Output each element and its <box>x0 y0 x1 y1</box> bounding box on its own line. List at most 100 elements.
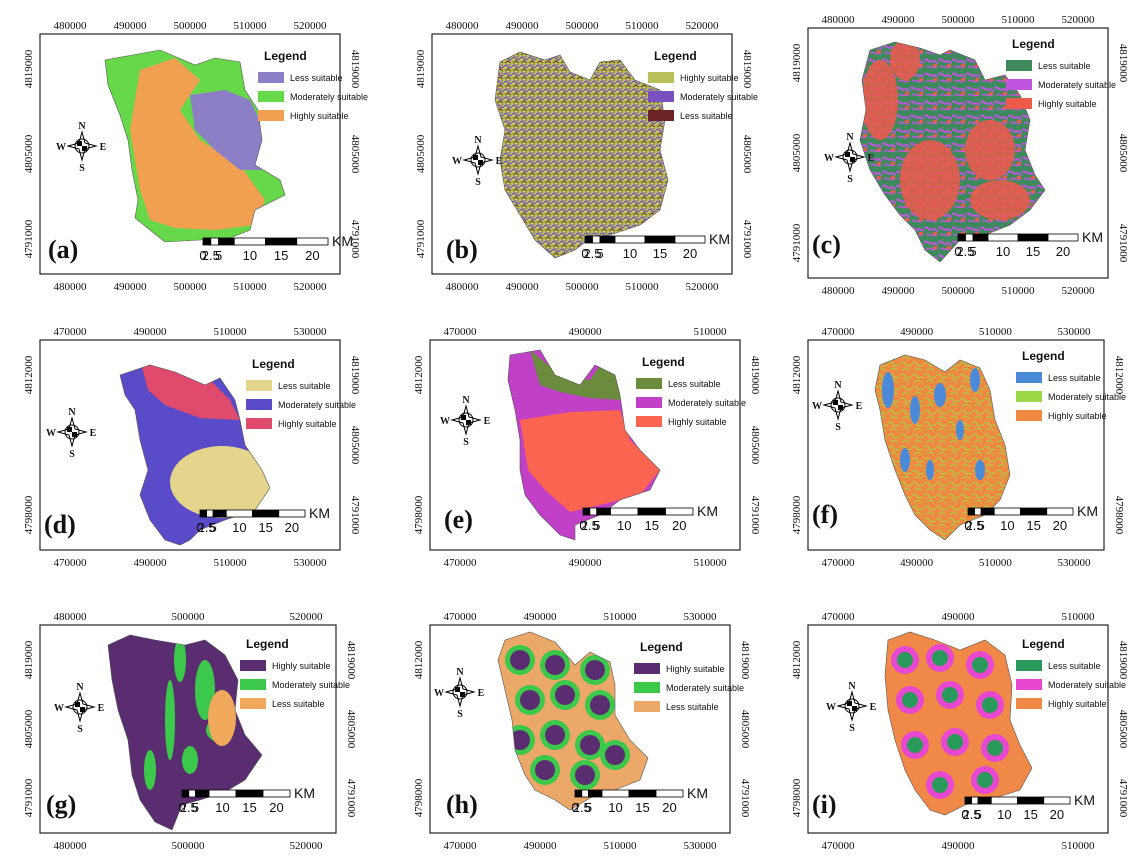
bottom-tick-label: 520000 <box>290 840 324 852</box>
legend-item-label: Less suitable <box>278 381 331 391</box>
map-region <box>897 652 913 668</box>
bottom-tick-label: 510000 <box>234 281 268 293</box>
scale-segment <box>199 509 207 518</box>
legend-swatch <box>1006 79 1032 90</box>
compass-s: S <box>69 449 75 460</box>
bottom-tick-label: 510000 <box>604 840 638 852</box>
right-tick-label: 4791000 <box>349 496 361 535</box>
legend-swatch <box>648 72 674 83</box>
legend-swatch <box>634 701 660 712</box>
legend-item-label: Less suitable <box>272 699 325 709</box>
panel-label: (b) <box>446 235 478 264</box>
panel-label: (a) <box>48 235 78 264</box>
legend-swatch <box>246 380 272 391</box>
legend-item-label: Moderately suitable <box>272 680 350 690</box>
compass-ring <box>830 397 846 413</box>
map-region <box>947 734 963 750</box>
map-region <box>535 760 555 780</box>
map-region <box>956 420 964 440</box>
map-panel-e: 470000 490000 510000 470000 490000 510000 4812… <box>413 326 761 569</box>
top-tick-label: 530000 <box>684 611 718 623</box>
bottom-tick-label: 520000 <box>294 281 328 293</box>
map-region <box>890 42 920 80</box>
bottom-tick-label: 510000 <box>1002 285 1036 297</box>
legend-swatch <box>636 416 662 427</box>
scale-segment <box>588 789 603 798</box>
scale-unit: KM <box>1074 792 1095 808</box>
scale-label: 15 <box>635 800 649 815</box>
scale-label: 10 <box>215 800 229 815</box>
map-region <box>585 660 605 680</box>
legend-item-label: Less suitable <box>290 73 343 83</box>
scale-label: 5 <box>210 520 217 535</box>
legend-item-label: Less suitable <box>1048 373 1101 383</box>
scale-segment <box>235 789 264 798</box>
panel-label: (e) <box>444 505 473 534</box>
top-tick-label: 520000 <box>1062 14 1096 26</box>
scale-segment <box>589 507 598 516</box>
scale-label: 5 <box>585 800 592 815</box>
scale-label: 0 <box>178 800 185 815</box>
compass-e: E <box>856 401 863 412</box>
compass-e: E <box>496 156 503 167</box>
compass-ring <box>842 149 858 165</box>
compass-quadrant <box>466 420 471 425</box>
legend-swatch <box>258 91 284 102</box>
top-tick-label: 470000 <box>54 326 88 338</box>
top-tick-label: 470000 <box>444 326 478 338</box>
left-tick-label: 4812000 <box>413 640 425 679</box>
compass-quadrant <box>67 427 72 432</box>
legend: Legend Highly suitable Moderately suitable… <box>634 640 744 712</box>
scale-bar: 02.55 10 15 20 KM <box>964 503 1098 533</box>
map-region <box>520 690 540 710</box>
scale-label: 0 <box>581 246 588 261</box>
scale-segment <box>965 233 974 242</box>
legend: Legend Highly suitable Moderately suitable… <box>240 637 350 709</box>
legend-swatch <box>1006 60 1032 71</box>
scale-segment <box>278 509 306 518</box>
coordinate-ticks: 480000 490000 500000 510000 520000 480000 4900… <box>23 20 361 293</box>
compass-quadrant <box>80 707 85 712</box>
scale-segment <box>601 789 630 798</box>
scale-segment <box>1047 233 1079 242</box>
scale-segment <box>581 789 589 798</box>
left-tick-label: 4805000 <box>415 134 427 173</box>
compass-ring <box>844 698 860 714</box>
legend-swatch <box>258 110 284 121</box>
scale-segment <box>592 235 601 244</box>
scale-segment <box>202 237 212 246</box>
left-tick-label: 4791000 <box>23 219 35 258</box>
map-region <box>130 58 265 230</box>
legend-swatch <box>1016 660 1042 671</box>
map-region <box>910 396 920 424</box>
bottom-tick-label: 490000 <box>882 285 916 297</box>
scale-label: 2.5 <box>180 800 198 815</box>
right-tick-label: 4819000 <box>349 50 361 89</box>
top-tick-label: 500000 <box>172 611 206 623</box>
top-tick-label: 470000 <box>822 326 856 338</box>
scale-unit: KM <box>294 785 315 801</box>
left-tick-label: 4819000 <box>415 49 427 88</box>
bottom-tick-label: 530000 <box>294 557 328 569</box>
north-arrow-icon: N S E W <box>440 395 491 448</box>
study-area-outline <box>884 631 1033 816</box>
top-tick-label: 510000 <box>1002 14 1036 26</box>
compass-quadrant <box>833 400 838 405</box>
legend-swatch <box>246 418 272 429</box>
map-region <box>977 772 993 788</box>
right-tick-label: 4805000 <box>739 710 751 749</box>
scale-unit: KM <box>332 233 353 249</box>
compass-n: N <box>474 135 482 146</box>
map-region <box>575 765 595 785</box>
right-tick-label: 4791000 <box>741 220 753 259</box>
top-tick-label: 490000 <box>569 326 603 338</box>
scale-segment <box>674 235 706 244</box>
scale-label: 20 <box>305 248 319 263</box>
compass-n: N <box>846 132 854 143</box>
top-tick-label: 490000 <box>506 20 540 32</box>
right-tick-label: 4805000 <box>345 710 357 749</box>
map-region <box>975 460 985 480</box>
scale-label: 10 <box>623 246 637 261</box>
